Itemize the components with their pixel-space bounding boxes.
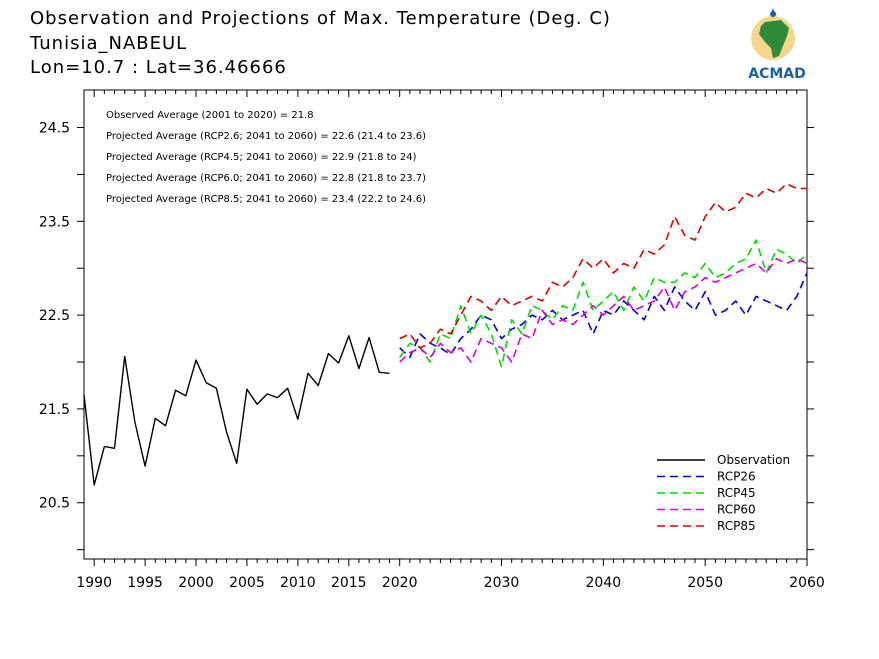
stat-rcp26: Projected Average (RCP2.6; 2041 to 2060)… — [106, 131, 426, 142]
x-tick-label: 1995 — [127, 575, 163, 591]
y-tick-label: 24.5 — [39, 121, 70, 137]
acmad-logo: ACMAD — [748, 8, 806, 82]
coordinates-label: Lon=10.7 : Lat=36.46666 — [30, 57, 287, 78]
series-line-observation — [83, 335, 390, 486]
x-tick-label: 2020 — [382, 575, 418, 591]
legend-label-observation: Observation — [717, 453, 790, 467]
x-tick-label: 2040 — [586, 575, 622, 591]
x-tick-label: 2000 — [178, 575, 214, 591]
x-axis-labels: 1990 1995 2000 2005 2010 2015 2020 2030 2040 2050… — [76, 575, 824, 591]
stat-rcp85: Projected Average (RCP8.5; 2041 to 2060)… — [106, 194, 426, 205]
series-line-rcp45 — [399, 239, 808, 368]
series-line-rcp26 — [399, 272, 808, 359]
africa-logo-icon — [751, 8, 795, 60]
legend-label-rcp45: RCP45 — [717, 486, 756, 500]
x-tick-label: 1990 — [76, 575, 112, 591]
legend-label-rcp60: RCP60 — [717, 503, 756, 517]
y-tick-label: 23.5 — [39, 214, 70, 230]
legend: Observation RCP26 RCP45 RCP60 RCP85 — [657, 453, 790, 533]
y-axis-labels: 20.5 21.5 22.5 23.5 24.5 — [39, 121, 70, 512]
location-name: Tunisia_NABEUL — [30, 33, 188, 54]
stat-rcp45: Projected Average (RCP4.5; 2041 to 2060)… — [106, 152, 417, 163]
series-line-rcp85 — [399, 183, 807, 349]
x-tick-label: 2050 — [687, 575, 723, 591]
y-tick-label: 21.5 — [39, 402, 70, 418]
legend-label-rcp26: RCP26 — [717, 470, 756, 484]
axis-ticks — [77, 90, 814, 566]
chart-title: Observation and Projections of Max. Temp… — [30, 8, 611, 29]
legend-label-rcp85: RCP85 — [717, 519, 756, 533]
stats-box: Observed Average (2001 to 2020) = 21.8 P… — [106, 110, 426, 205]
x-tick-label: 2005 — [229, 575, 265, 591]
x-tick-label: 2015 — [331, 575, 367, 591]
stat-observed: Observed Average (2001 to 2020) = 21.8 — [106, 110, 314, 121]
logo-text: ACMAD — [748, 66, 806, 82]
x-tick-label: 2060 — [789, 575, 825, 591]
y-tick-label: 22.5 — [39, 308, 70, 324]
plot-frame — [83, 89, 808, 560]
stat-rcp60: Projected Average (RCP6.0; 2041 to 2060)… — [106, 173, 426, 184]
x-tick-label: 2030 — [484, 575, 520, 591]
x-tick-label: 2010 — [280, 575, 316, 591]
series-lines — [83, 183, 808, 486]
series-line-rcp60 — [399, 257, 808, 363]
y-tick-label: 20.5 — [39, 496, 70, 512]
